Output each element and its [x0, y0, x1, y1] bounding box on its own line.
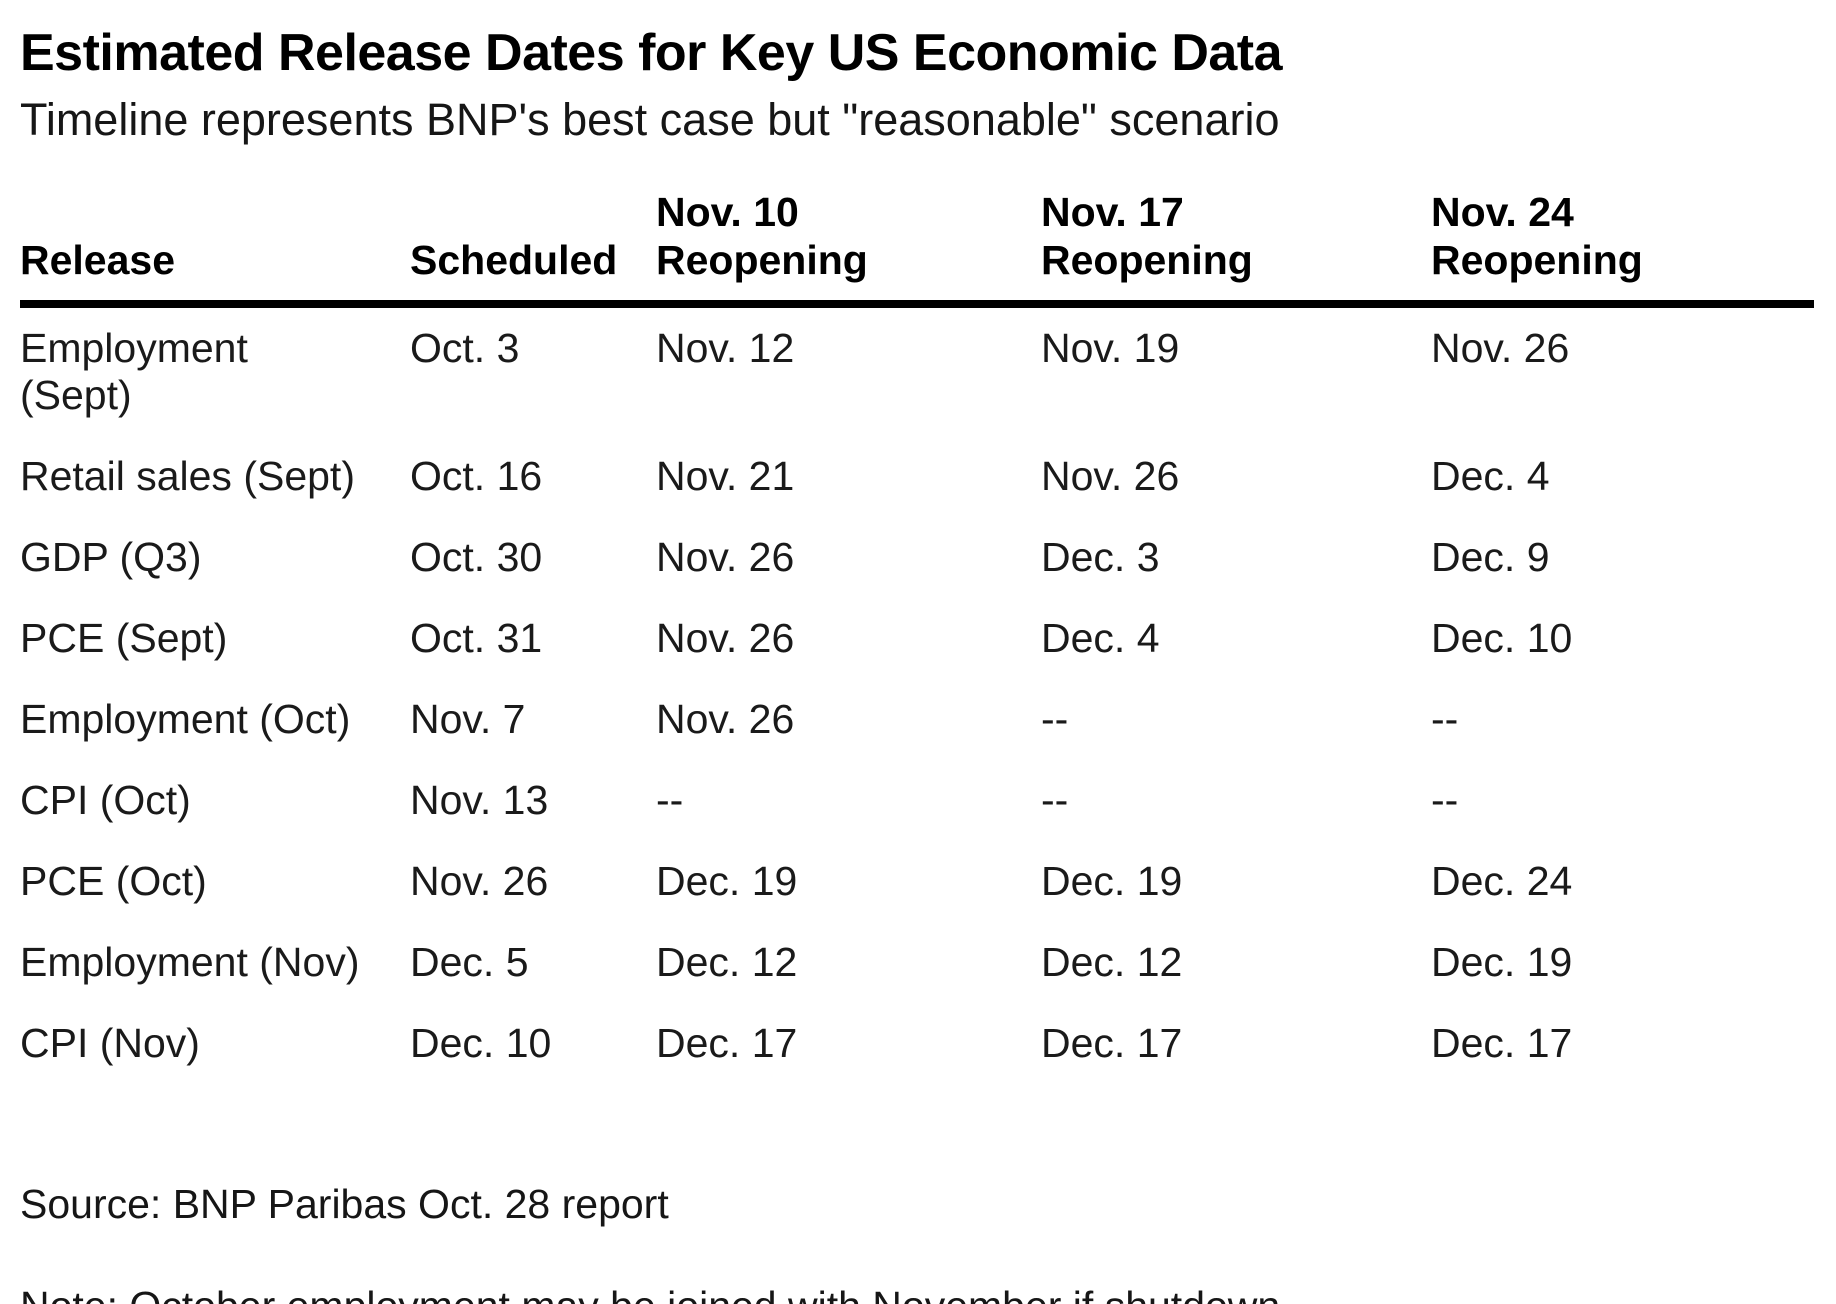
- table-row: CPI (Nov) Dec. 10 Dec. 17 Dec. 17 Dec. 17: [20, 1003, 1814, 1084]
- date-cell: Dec. 4: [1041, 615, 1160, 662]
- table-row: Employment (Nov) Dec. 5 Dec. 12 Dec. 12 Dec.…: [20, 922, 1814, 1003]
- date-cell: Nov. 7: [410, 696, 526, 743]
- release-name-cell: Employment (Oct): [20, 696, 351, 743]
- date-cell: Dec. 19: [656, 858, 798, 905]
- table-row: PCE (Oct) Nov. 26 Dec. 19 Dec. 19 Dec. 24: [20, 841, 1814, 922]
- date-cell: Dec. 3: [1041, 534, 1160, 581]
- date-cell: Dec. 10: [1431, 615, 1573, 662]
- table-row: Employment (Sept) Oct. 3 Nov. 12 Nov. 19 Nov…: [20, 304, 1814, 436]
- release-name-cell: GDP (Q3): [20, 534, 202, 581]
- table-row: CPI (Oct) Nov. 13 -- -- --: [20, 760, 1814, 841]
- date-cell: --: [1041, 777, 1069, 824]
- date-cell: Dec. 24: [1431, 858, 1573, 905]
- date-cell: Nov. 26: [656, 534, 795, 581]
- date-cell: --: [1431, 777, 1459, 824]
- release-name-cell: PCE (Sept): [20, 615, 228, 662]
- date-cell: Dec. 9: [1431, 534, 1550, 581]
- date-cell: Dec. 19: [1041, 858, 1183, 905]
- date-cell: Dec. 19: [1431, 939, 1573, 986]
- footer: Source: BNP Paribas Oct. 28 report Note:…: [20, 1128, 1814, 1304]
- date-cell: --: [1041, 696, 1069, 743]
- date-cell: Nov. 21: [656, 453, 795, 500]
- date-cell: Oct. 30: [410, 534, 543, 581]
- release-name-cell: Employment (Sept): [20, 325, 248, 419]
- date-cell: Nov. 19: [1041, 325, 1180, 372]
- page-title: Estimated Release Dates for Key US Econo…: [20, 24, 1283, 82]
- date-cell: Nov. 12: [656, 325, 795, 372]
- date-cell: Dec. 12: [1041, 939, 1183, 986]
- release-name-cell: CPI (Nov): [20, 1020, 200, 1067]
- release-name-cell: Employment (Nov): [20, 939, 360, 986]
- footer-notes: Source: BNP Paribas Oct. 28 report Note:…: [20, 1128, 1300, 1304]
- page-subtitle: Timeline represents BNP's best case but …: [20, 93, 1280, 145]
- date-cell: --: [656, 777, 684, 824]
- date-cell: Nov. 26: [1041, 453, 1180, 500]
- date-cell: Dec. 4: [1431, 453, 1550, 500]
- date-cell: Oct. 16: [410, 453, 543, 500]
- column-header-4: Nov. 17 Reopening: [1041, 187, 1431, 309]
- release-dates-table: Release Scheduled Nov. 10 Reopening Nov. 17…: [20, 187, 1814, 1085]
- table-header-row: Release Scheduled Nov. 10 Reopening Nov. 17…: [20, 187, 1814, 309]
- date-cell: Dec. 12: [656, 939, 798, 986]
- table-row: GDP (Q3) Oct. 30 Nov. 26 Dec. 3 Dec. 9: [20, 517, 1814, 598]
- date-cell: --: [1431, 696, 1459, 743]
- table-row: Employment (Oct) Nov. 7 Nov. 26 -- --: [20, 679, 1814, 760]
- date-cell: Dec. 17: [1041, 1020, 1183, 1067]
- table-row: PCE (Sept) Oct. 31 Nov. 26 Dec. 4 Dec. 10: [20, 598, 1814, 679]
- date-cell: Nov. 26: [410, 858, 549, 905]
- column-header-3: Nov. 10 Reopening: [656, 187, 1041, 309]
- date-cell: Nov. 26: [1431, 325, 1570, 372]
- date-cell: Oct. 31: [410, 615, 543, 662]
- source-text: Source: BNP Paribas Oct. 28 report: [20, 1181, 669, 1228]
- column-header-5: Nov. 24 Reopening: [1431, 187, 1814, 309]
- release-name-cell: Retail sales (Sept): [20, 453, 355, 500]
- table-row: Retail sales (Sept) Oct. 16 Nov. 21 Nov. 26…: [20, 436, 1814, 517]
- date-cell: Dec. 17: [1431, 1020, 1573, 1067]
- date-cell: Nov. 26: [656, 615, 795, 662]
- note-text: Note: October employment may be joined w…: [20, 1281, 1300, 1304]
- date-cell: Dec. 5: [410, 939, 529, 986]
- date-cell: Nov. 26: [656, 696, 795, 743]
- column-header-1: Release: [20, 187, 410, 309]
- column-header-2: Scheduled: [410, 187, 656, 309]
- date-cell: Nov. 13: [410, 777, 549, 824]
- date-cell: Oct. 3: [410, 325, 520, 372]
- date-cell: Dec. 10: [410, 1020, 552, 1067]
- release-name-cell: PCE (Oct): [20, 858, 207, 905]
- release-name-cell: CPI (Oct): [20, 777, 191, 824]
- date-cell: Dec. 17: [656, 1020, 798, 1067]
